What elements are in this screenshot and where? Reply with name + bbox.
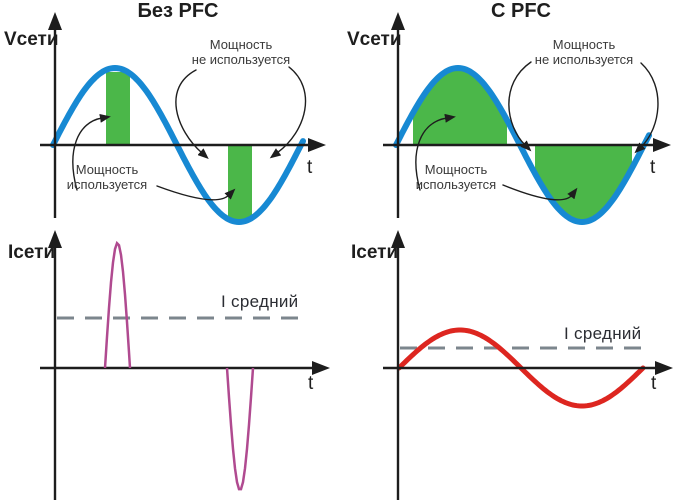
arrow-unused-right-no-pfc	[269, 66, 307, 159]
current-spike-positive	[103, 240, 132, 369]
y-axis-label-current-left: Iсети	[8, 242, 56, 263]
x-axis-label-t-bottom-left: t	[308, 373, 314, 394]
arrow-used-to-bar-positive	[72, 113, 111, 191]
power-used-area-negative	[535, 145, 632, 222]
arrow-used-to-area-positive	[415, 113, 456, 191]
annotation-line: Мощность	[75, 162, 139, 177]
y-axis-label-voltage-left: Vсети	[4, 29, 59, 50]
annotation-line: Мощность	[209, 37, 273, 52]
average-current-label-left: I средний	[221, 292, 299, 311]
arrow-unused-left-no-pfc	[175, 69, 209, 159]
current-spike-negative	[225, 367, 255, 491]
power-used-bar-positive	[106, 72, 130, 145]
annotation-line: не используется	[191, 52, 291, 68]
annotation-line: не используется	[534, 52, 634, 68]
power-used-bar-negative	[228, 145, 252, 219]
annotation-power-used-left: Мощность используется	[67, 162, 147, 193]
x-axis-label-t-top-right: t	[650, 157, 656, 178]
annotation-power-used-right: Мощность используется	[416, 162, 496, 193]
annotation-line: Мощность	[424, 162, 488, 177]
arrow-used-to-area-negative	[502, 184, 578, 201]
panel-title-with-pfc: С PFC	[491, 0, 551, 22]
y-axis-label-voltage-right: Vсети	[347, 29, 402, 50]
power-used-area-positive	[413, 68, 507, 145]
x-axis-label-t-top-left: t	[307, 157, 313, 178]
arrow-unused-right-with-pfc	[634, 62, 659, 154]
x-axis-label-t-bottom-right: t	[651, 373, 657, 394]
annotation-line: Мощность	[552, 37, 616, 52]
panel-title-no-pfc: Без PFC	[137, 0, 219, 22]
arrow-unused-left-with-pfc	[508, 61, 532, 152]
annotation-power-unused-right: Мощность не используется	[535, 37, 633, 68]
y-axis-label-current-right: Iсети	[351, 242, 399, 263]
arrow-used-to-bar-negative	[156, 185, 236, 201]
annotation-power-unused-left: Мощность не используется	[192, 37, 290, 68]
annotation-line: используется	[66, 177, 148, 193]
voltage-sine-no-pfc	[50, 64, 306, 226]
average-current-label-right: I средний	[564, 324, 642, 343]
annotation-line: используется	[415, 177, 497, 193]
